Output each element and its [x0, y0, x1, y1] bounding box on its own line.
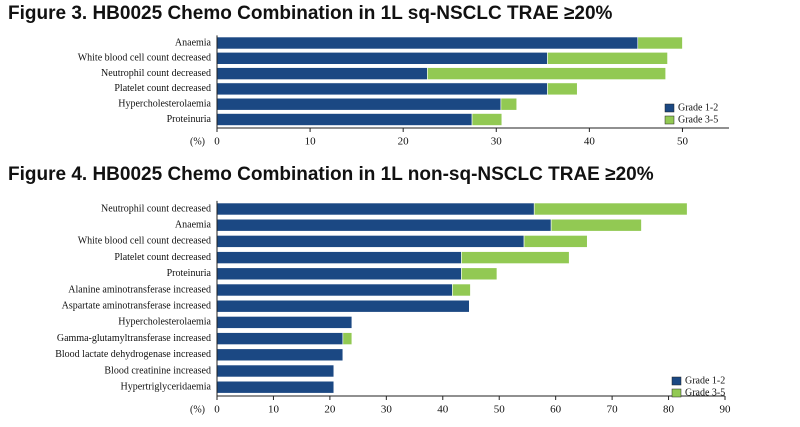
category-label: Anaemia	[175, 219, 212, 230]
legend-swatch	[664, 115, 675, 125]
category-label: Platelet count decreased	[114, 252, 211, 263]
x-tick-label: 10	[305, 136, 317, 148]
bar-segment	[547, 51, 668, 65]
category-label: White blood cell count decreased	[78, 236, 211, 247]
bar-segment	[533, 202, 688, 216]
x-tick-label: 80	[663, 404, 675, 416]
legend-swatch	[664, 103, 675, 113]
x-axis-label: (%)	[190, 136, 205, 147]
x-tick-label: 90	[720, 404, 732, 416]
x-tick-label: 50	[494, 404, 506, 416]
category-label: Neutrophil count decreased	[101, 68, 211, 79]
bar-segment	[216, 267, 462, 281]
bar-segment	[216, 316, 353, 329]
category-label: Blood creatinine increased	[104, 365, 211, 376]
bar-segment	[500, 97, 518, 111]
bar-segment	[216, 67, 428, 80]
category-label: Proteinuria	[167, 268, 212, 279]
bar-segment	[216, 251, 462, 264]
x-tick-label: 60	[550, 404, 562, 416]
bar-segment	[216, 348, 344, 362]
bar-segment	[637, 36, 683, 50]
chart-title: Figure 4. HB0025 Chemo Combination in 1L…	[8, 164, 654, 185]
bar-segment	[216, 364, 335, 378]
bar-segment	[461, 267, 498, 281]
bar-segment	[216, 202, 535, 216]
bar-segment	[216, 51, 548, 65]
legend-label: Grade 1-2	[678, 102, 718, 113]
category-label: White blood cell count decreased	[78, 53, 211, 64]
bar-segment	[550, 218, 642, 232]
bar-segment	[216, 97, 502, 111]
bar-segment	[216, 218, 552, 232]
bar-segment	[216, 82, 548, 96]
bar-segment	[216, 299, 470, 313]
chart-title: Figure 3. HB0025 Chemo Combination in 1L…	[8, 3, 613, 24]
bar-segment	[342, 332, 353, 345]
x-tick-label: 30	[491, 136, 503, 148]
category-label: Aspartate aminotransferase increased	[62, 300, 211, 311]
bar-segment	[216, 36, 639, 50]
legend-label: Grade 3-5	[685, 387, 725, 398]
bar-segment	[216, 283, 453, 297]
x-axis-label: (%)	[190, 404, 205, 415]
legend-label: Grade 3-5	[678, 114, 718, 125]
bar-segment	[523, 235, 588, 248]
bar-segment	[547, 82, 578, 96]
x-tick-label: 20	[398, 136, 410, 148]
bar-segment	[461, 251, 570, 264]
category-label: Hypercholesterolaemia	[118, 98, 211, 109]
bar-segment	[452, 283, 471, 297]
category-label: Neutrophil count decreased	[101, 203, 211, 214]
category-label: Hypertriglyceridaemia	[120, 381, 211, 392]
x-tick-label: 0	[214, 404, 220, 416]
legend-swatch	[671, 376, 682, 386]
x-tick-label: 0	[214, 136, 220, 148]
x-tick-label: 70	[607, 404, 619, 416]
x-tick-label: 30	[381, 404, 393, 416]
category-label: Platelet count decreased	[114, 83, 211, 94]
bar-segment	[216, 332, 344, 345]
bar-segment	[216, 113, 473, 126]
legend-label: Grade 1-2	[685, 375, 725, 386]
bar-segment	[216, 380, 335, 394]
bar-segment	[427, 67, 666, 80]
legend-swatch	[671, 388, 682, 398]
category-label: Proteinuria	[167, 114, 212, 125]
category-label: Gamma-glutamyltransferase increased	[57, 333, 211, 344]
category-label: Hypercholesterolaemia	[118, 317, 211, 328]
bar-segment	[471, 113, 503, 126]
x-tick-label: 50	[677, 136, 689, 148]
x-tick-label: 20	[324, 404, 336, 416]
category-label: Alanine aminotransferase increased	[68, 284, 211, 295]
bar-segment	[216, 235, 525, 248]
category-label: Blood lactate dehydrogenase increased	[55, 349, 211, 360]
x-tick-label: 40	[437, 404, 449, 416]
x-tick-label: 40	[584, 136, 596, 148]
category-label: Anaemia	[175, 37, 212, 48]
x-tick-label: 10	[268, 404, 280, 416]
